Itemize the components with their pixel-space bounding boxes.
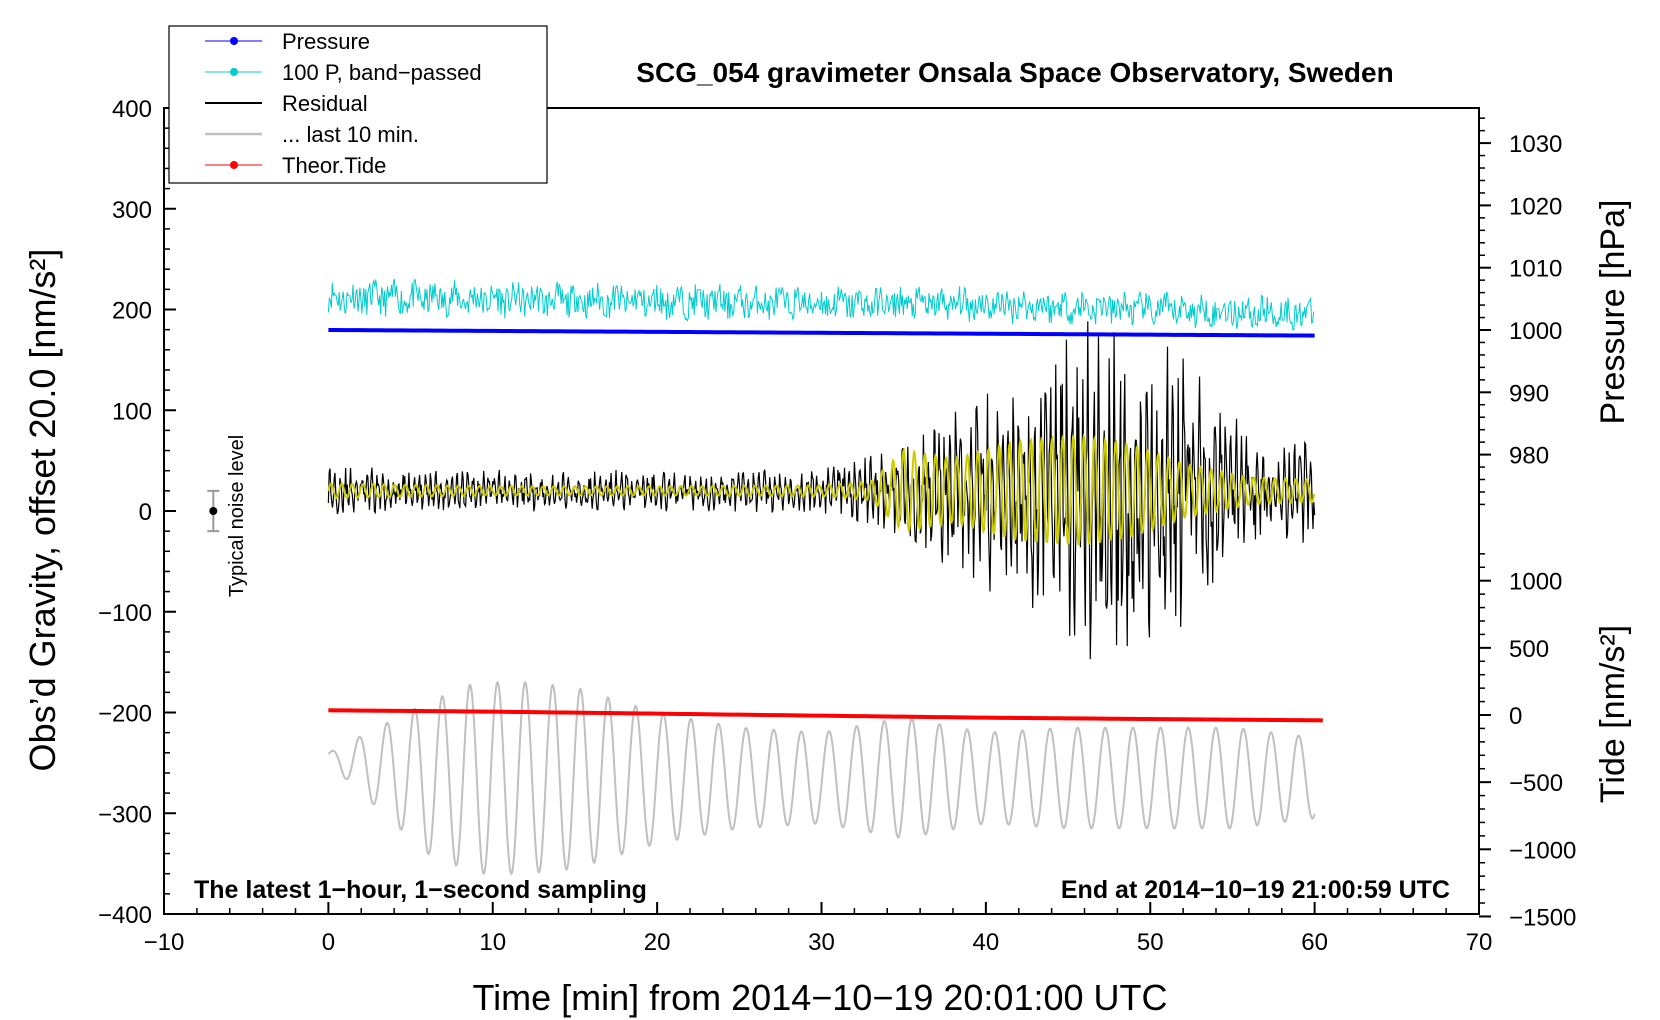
legend-marker: [230, 161, 238, 169]
y-axis-label-tide: Tide [nm/s²]: [1594, 625, 1632, 803]
y-tick-label-left: 100: [112, 398, 152, 425]
y-tick-label-tide: −500: [1509, 770, 1563, 797]
series-line-last10min: [327, 680, 1316, 876]
y-tick-label-pressure: 1030: [1509, 131, 1562, 158]
noise-label: Typical noise level: [226, 435, 248, 597]
x-tick-label: 70: [1466, 929, 1493, 956]
x-axis-label: Time [min] from 2014−10−19 20:01:00 UTC: [472, 977, 1167, 1018]
chart-title: SCG_054 gravimeter Onsala Space Observat…: [636, 57, 1393, 88]
legend-marker: [230, 37, 238, 45]
y-tick-label-tide: −1000: [1509, 837, 1576, 864]
ticks-layer: −10 0 10 20 30 40 50 60 704003002001000−100−200−…: [98, 96, 1576, 956]
x-tick-label: 0: [322, 929, 335, 956]
annotation-right: End at 2014−10−19 21:00:59 UTC: [1061, 876, 1450, 904]
y-tick-label-left: −200: [98, 701, 152, 728]
series-line-bandpassed: [327, 278, 1315, 331]
series-layer: [327, 278, 1323, 876]
x-tick-label: 10: [479, 929, 506, 956]
y-tick-label-pressure: 1000: [1509, 318, 1562, 345]
y-tick-label-tide: 500: [1509, 636, 1549, 663]
series-line-tide: [328, 708, 1323, 723]
legend-label: ... last 10 min.: [282, 122, 419, 147]
noise-bar: [207, 489, 220, 533]
legend-label: 100 P, band−passed: [282, 60, 482, 85]
legend-box: [168, 25, 548, 184]
x-tick-label: 40: [973, 929, 1000, 956]
legend-label: Theor.Tide: [282, 153, 386, 178]
series-line-residual: [327, 321, 1316, 660]
legend-marker: [230, 68, 238, 76]
y-tick-label-pressure: 990: [1509, 380, 1549, 407]
noise-bar-point: [209, 507, 218, 515]
y-tick-label-tide: 1000: [1509, 569, 1562, 596]
y-tick-label-left: 200: [112, 298, 152, 325]
x-tick-label: 50: [1137, 929, 1164, 956]
y-tick-label-pressure: 980: [1509, 443, 1549, 470]
annotation-left: The latest 1−hour, 1−second sampling: [194, 876, 647, 904]
y-tick-label-left: −100: [98, 600, 152, 627]
y-tick-label-left: −300: [98, 801, 152, 828]
legend: Pressure 100 P, band−passed Residual ... la…: [168, 25, 548, 184]
y-tick-label-pressure: 1020: [1509, 193, 1562, 220]
x-tick-label: 30: [808, 929, 835, 956]
y-axis-label-left: Obs’d Gravity, offset 20.0 [nm/s²]: [22, 249, 63, 772]
x-tick-label: 20: [644, 929, 671, 956]
y-tick-label-left: 0: [139, 499, 152, 526]
y-tick-label-tide: 0: [1509, 703, 1522, 730]
legend-label: Residual: [282, 91, 368, 116]
y-axis-label-pressure: Pressure [hPa]: [1594, 200, 1632, 425]
y-tick-label-tide: −1500: [1509, 904, 1576, 931]
x-tick-label: −10: [144, 929, 185, 956]
y-tick-label-pressure: 1010: [1509, 256, 1562, 283]
legend-label: Pressure: [282, 29, 370, 54]
y-tick-label-left: −400: [98, 902, 152, 929]
x-tick-label: 60: [1301, 929, 1328, 956]
series-line-filtered: [327, 433, 1316, 546]
y-tick-label-left: 400: [112, 96, 152, 123]
y-tick-label-left: 300: [112, 197, 152, 224]
series-line-pressure: [328, 328, 1315, 338]
